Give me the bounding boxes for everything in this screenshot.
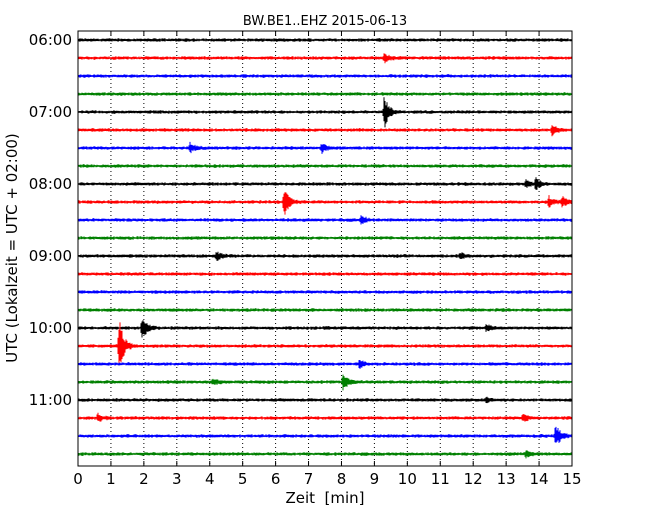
trace-row-0945 bbox=[78, 308, 572, 312]
x-tick-label: 13 bbox=[497, 470, 516, 488]
trace-row-0630 bbox=[78, 74, 572, 78]
plot-frame bbox=[77, 30, 573, 467]
grid-layer bbox=[110, 31, 540, 466]
trace-layer bbox=[78, 38, 572, 459]
x-tick-label: 3 bbox=[172, 470, 182, 488]
trace-row-0830 bbox=[78, 215, 572, 225]
x-tick-label: 7 bbox=[304, 470, 314, 488]
x-tick-label: 0 bbox=[73, 470, 83, 488]
x-tick-label: 4 bbox=[205, 470, 215, 488]
y-tick-label: 06:00 bbox=[29, 31, 72, 49]
x-tick-label: 6 bbox=[271, 470, 281, 488]
trace-row-1145 bbox=[78, 450, 572, 459]
trace-row-0730 bbox=[78, 141, 572, 154]
x-tick-label: 12 bbox=[464, 470, 483, 488]
x-tick-label: 8 bbox=[337, 470, 347, 488]
x-tick-label: 9 bbox=[370, 470, 380, 488]
tick-layer: 0 1 2 3 4 5 6 7 8 9 10 11 12 13 14 1506:0007:0008:0009:… bbox=[29, 31, 582, 488]
chart-title: BW.BE1..EHZ 2015-06-13 bbox=[243, 14, 407, 29]
trace-row-0645 bbox=[78, 92, 572, 96]
y-tick-label: 08:00 bbox=[29, 175, 72, 193]
trace-row-0715 bbox=[78, 125, 572, 137]
trace-row-1130 bbox=[78, 426, 572, 443]
x-tick-label: 5 bbox=[238, 470, 248, 488]
trace-row-0815 bbox=[78, 192, 572, 215]
x-tick-label: 2 bbox=[139, 470, 149, 488]
y-tick-label: 10:00 bbox=[29, 319, 72, 337]
x-axis-label: Zeit [min] bbox=[285, 489, 364, 507]
x-tick-label: 14 bbox=[530, 470, 549, 488]
trace-row-0915 bbox=[78, 272, 572, 276]
x-tick-label: 11 bbox=[431, 470, 450, 488]
x-tick-label: 10 bbox=[398, 470, 417, 488]
y-tick-label: 09:00 bbox=[29, 247, 72, 265]
x-tick-label: 1 bbox=[106, 470, 116, 488]
x-tick-label: 15 bbox=[562, 470, 581, 488]
y-axis-label: UTC (Lokalzeit = UTC + 02:00) bbox=[3, 133, 21, 363]
trace-row-0845 bbox=[78, 236, 572, 240]
y-tick-label: 11:00 bbox=[29, 391, 72, 409]
trace-row-1045 bbox=[78, 374, 572, 391]
trace-row-1030 bbox=[78, 360, 572, 369]
trace-row-0930 bbox=[78, 290, 572, 294]
trace-row-0615 bbox=[78, 53, 572, 64]
trace-row-0745 bbox=[78, 164, 572, 168]
trace-row-1115 bbox=[78, 412, 572, 422]
y-tick-label: 07:00 bbox=[29, 103, 72, 121]
trace-row-1015 bbox=[78, 322, 572, 366]
